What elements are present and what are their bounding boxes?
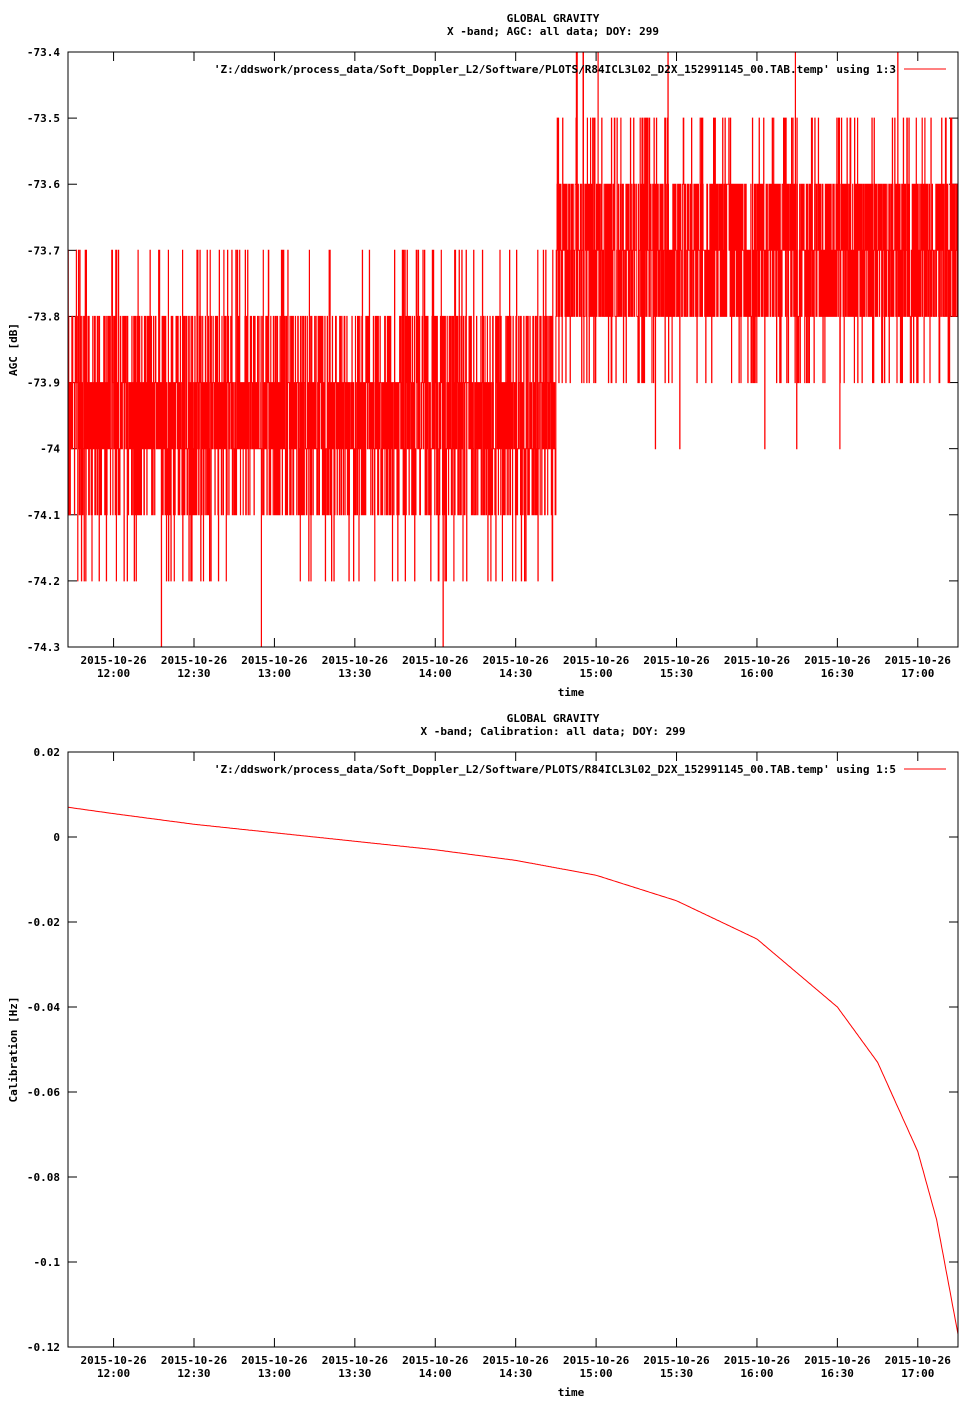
x-axis-label: time	[558, 1386, 585, 1399]
chart-subtitle: X -band; Calibration: all data; DOY: 299	[421, 725, 686, 738]
x-tick-time-label: 12:30	[177, 667, 210, 680]
y-tick-label: -73.9	[27, 377, 60, 390]
plot-frame	[67, 751, 959, 1348]
x-tick-time-label: 16:00	[740, 667, 773, 680]
x-tick-time-label: 15:00	[580, 667, 613, 680]
x-tick-date-label: 2015-10-26	[885, 1354, 952, 1367]
x-tick-time-label: 17:00	[901, 667, 934, 680]
x-tick-date-label: 2015-10-26	[322, 654, 389, 667]
x-tick-time-label: 12:30	[177, 1367, 210, 1380]
series-line-calibration	[67, 806, 959, 1335]
x-tick-date-label: 2015-10-26	[483, 654, 550, 667]
y-tick-label: -74.3	[27, 641, 60, 654]
x-tick-date-label: 2015-10-26	[241, 654, 308, 667]
series-line-agc	[67, 51, 959, 648]
y-tick-label: -0.02	[27, 916, 60, 929]
y-tick-label: 0.02	[34, 746, 61, 759]
chart-subtitle: X -band; AGC: all data; DOY: 299	[447, 25, 659, 38]
x-tick-time-label: 14:00	[419, 667, 452, 680]
x-tick-time-label: 15:30	[660, 1367, 693, 1380]
x-tick-time-label: 15:00	[580, 1367, 613, 1380]
x-tick-time-label: 14:30	[499, 667, 532, 680]
x-tick-date-label: 2015-10-26	[643, 654, 710, 667]
x-tick-date-label: 2015-10-26	[724, 1354, 791, 1367]
x-tick-date-label: 2015-10-26	[402, 654, 469, 667]
x-tick-date-label: 2015-10-26	[804, 654, 871, 667]
x-tick-date-label: 2015-10-26	[80, 1354, 147, 1367]
x-tick-time-label: 16:00	[740, 1367, 773, 1380]
x-tick-time-label: 17:00	[901, 1367, 934, 1380]
y-tick-label: -73.4	[27, 46, 60, 59]
y-tick-label: -0.06	[27, 1086, 60, 1099]
y-tick-label: 0	[53, 831, 60, 844]
x-tick-time-label: 14:30	[499, 1367, 532, 1380]
y-tick-label: -74.1	[27, 509, 60, 522]
x-tick-time-label: 13:00	[258, 667, 291, 680]
y-tick-label: -0.08	[27, 1171, 60, 1184]
y-tick-label: -74.2	[27, 575, 60, 588]
chart-title: GLOBAL GRAVITY	[507, 712, 600, 725]
y-tick-label: -0.04	[27, 1001, 60, 1014]
y-axis-label: AGC [dB]	[7, 323, 20, 376]
x-tick-time-label: 12:00	[97, 667, 130, 680]
x-tick-time-label: 15:30	[660, 667, 693, 680]
x-tick-time-label: 13:30	[338, 1367, 371, 1380]
x-tick-date-label: 2015-10-26	[241, 1354, 308, 1367]
y-tick-label: -74	[40, 443, 60, 456]
y-tick-label: -73.8	[27, 310, 60, 323]
x-axis-label: time	[558, 686, 585, 699]
x-tick-date-label: 2015-10-26	[80, 654, 147, 667]
x-tick-time-label: 16:30	[821, 667, 854, 680]
chart-title: GLOBAL GRAVITY	[507, 12, 600, 25]
y-tick-label: -0.1	[34, 1256, 61, 1269]
legend-label: 'Z:/ddswork/process_data/Soft_Doppler_L2…	[214, 763, 896, 776]
x-tick-date-label: 2015-10-26	[161, 654, 228, 667]
plot-frame	[67, 51, 959, 648]
y-tick-label: -73.7	[27, 244, 60, 257]
x-tick-date-label: 2015-10-26	[804, 1354, 871, 1367]
y-axis-label: Calibration [Hz]	[7, 997, 20, 1103]
x-tick-date-label: 2015-10-26	[402, 1354, 469, 1367]
x-tick-time-label: 14:00	[419, 1367, 452, 1380]
x-tick-time-label: 13:00	[258, 1367, 291, 1380]
x-tick-time-label: 16:30	[821, 1367, 854, 1380]
y-tick-label: -0.12	[27, 1341, 60, 1354]
x-tick-date-label: 2015-10-26	[563, 654, 630, 667]
x-tick-date-label: 2015-10-26	[724, 654, 791, 667]
x-tick-time-label: 13:30	[338, 667, 371, 680]
x-tick-date-label: 2015-10-26	[161, 1354, 228, 1367]
legend-label: 'Z:/ddswork/process_data/Soft_Doppler_L2…	[214, 63, 896, 76]
x-tick-date-label: 2015-10-26	[322, 1354, 389, 1367]
x-tick-time-label: 12:00	[97, 1367, 130, 1380]
x-tick-date-label: 2015-10-26	[643, 1354, 710, 1367]
x-tick-date-label: 2015-10-26	[885, 654, 952, 667]
y-tick-label: -73.6	[27, 178, 60, 191]
x-tick-date-label: 2015-10-26	[563, 1354, 630, 1367]
y-tick-label: -73.5	[27, 112, 60, 125]
x-tick-date-label: 2015-10-26	[483, 1354, 550, 1367]
